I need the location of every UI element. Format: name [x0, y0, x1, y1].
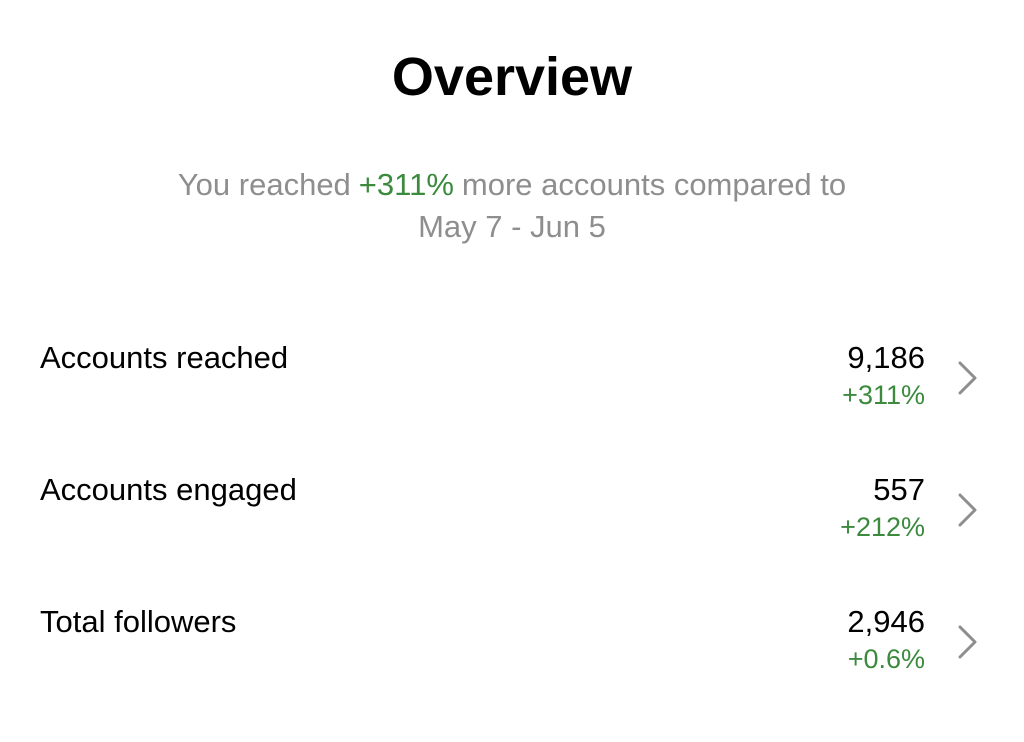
title: Overview — [391, 47, 633, 107]
chevron-line — [958, 361, 977, 395]
summary: You reached +311% more accounts compared t… — [0, 164, 1024, 248]
metric-label: Accounts reached — [40, 340, 289, 375]
metric-row[interactable]: Total followers 2,946 +0.6% — [0, 596, 1024, 706]
chevron-icon — [958, 493, 977, 527]
metric-label: Total followers — [40, 604, 237, 639]
summary-highlight: +311% — [358, 167, 454, 202]
metric-row[interactable]: Accounts engaged 557 +212% — [0, 464, 1024, 574]
metric-change: +311% — [842, 380, 925, 410]
metric-label: Accounts engaged — [40, 472, 297, 507]
metric-value: 557 — [873, 472, 925, 507]
chevron[interactable] — [956, 360, 980, 401]
metric-change: +212% — [840, 512, 925, 542]
chevron-line — [958, 625, 977, 659]
chevron-line — [958, 493, 977, 527]
metric-value: 2,946 — [847, 604, 925, 639]
chevron[interactable] — [956, 624, 980, 665]
metric-row[interactable]: Accounts reached 9,186 +311% — [0, 332, 1024, 442]
chevron[interactable] — [956, 492, 980, 533]
chevron-icon — [958, 625, 977, 659]
metric-value: 9,186 — [847, 340, 925, 375]
metric-change: +0.6% — [847, 644, 925, 674]
chevron-icon — [958, 361, 977, 395]
summary-text: more accounts compared to — [461, 167, 847, 202]
summary-period: May 7 - Jun 5 — [418, 209, 606, 244]
summary-text: You reached — [177, 167, 351, 202]
summary-line: You reached +311% more accounts compared t… — [0, 164, 1024, 206]
